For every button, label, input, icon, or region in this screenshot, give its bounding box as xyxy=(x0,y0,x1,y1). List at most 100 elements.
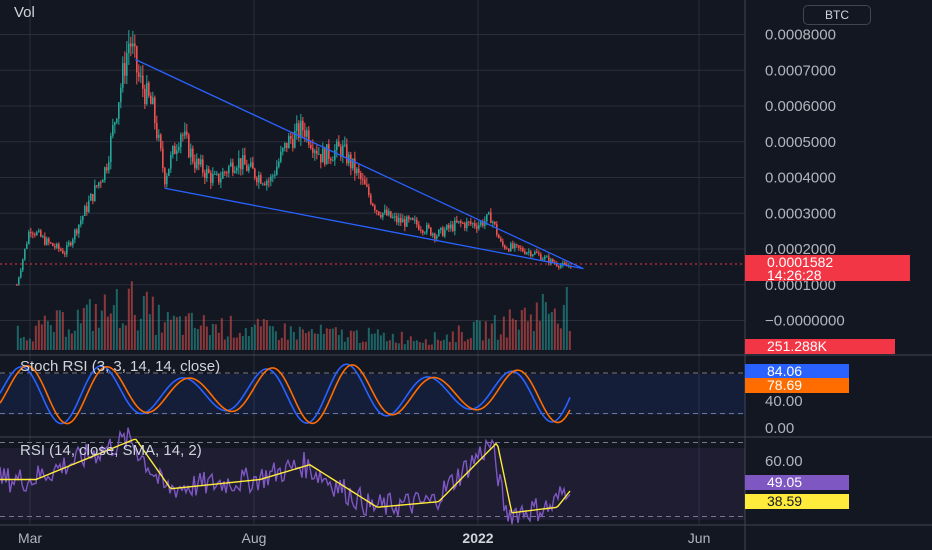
candle-body xyxy=(144,88,146,104)
candle-body xyxy=(46,238,48,245)
candle-body xyxy=(326,144,328,165)
candle-body xyxy=(110,135,112,162)
candle-body xyxy=(426,224,428,233)
candle-body xyxy=(102,180,104,183)
candle-body xyxy=(406,216,408,227)
candle-body xyxy=(42,236,44,238)
candle-body xyxy=(422,230,424,233)
candle-body xyxy=(484,221,486,226)
volume-bar xyxy=(250,327,253,350)
candle-body xyxy=(504,245,506,249)
volume-bar xyxy=(352,331,355,350)
candle-body xyxy=(356,168,358,174)
candle-body xyxy=(116,118,118,123)
candle-body xyxy=(334,150,336,161)
candle-body xyxy=(196,158,198,169)
candle-body xyxy=(40,230,42,237)
candle-body xyxy=(182,134,184,136)
candle-body xyxy=(564,262,566,265)
stoch-tick-label: 0.00 xyxy=(765,420,794,437)
candle-body xyxy=(512,243,514,249)
candle-body xyxy=(470,221,472,224)
volume-bar xyxy=(145,291,148,350)
volume-bar xyxy=(241,336,244,350)
volume-value-tag: 251.288K xyxy=(745,339,895,354)
candle-body xyxy=(76,229,78,234)
volume-bar xyxy=(355,330,358,350)
candle-body xyxy=(52,243,54,247)
volume-bar xyxy=(277,340,280,350)
candle-body xyxy=(550,259,552,264)
candle-body xyxy=(94,185,96,201)
candle-body xyxy=(462,223,464,225)
candle-body xyxy=(178,147,180,151)
volume-bar xyxy=(403,344,406,350)
candle-body xyxy=(414,219,416,221)
candle-body xyxy=(434,233,436,239)
candle-body xyxy=(544,256,546,260)
candle-body xyxy=(370,195,372,204)
candle-body xyxy=(228,166,230,174)
candle-body xyxy=(234,170,236,173)
last-price-value: 0.0001582 xyxy=(767,254,834,270)
volume-bar xyxy=(64,336,67,350)
stoch-band xyxy=(0,374,745,415)
stoch-k-line xyxy=(0,363,571,425)
volume-bar xyxy=(535,302,538,350)
candle-body xyxy=(310,144,312,148)
volume-bar xyxy=(175,317,178,350)
candle-body xyxy=(64,253,66,255)
volume-bar xyxy=(298,326,301,350)
volume-bar xyxy=(295,339,298,350)
candle-body xyxy=(528,251,530,253)
volume-bar xyxy=(376,329,379,350)
candle-body xyxy=(18,277,20,285)
volume-bar xyxy=(112,305,115,350)
volume-bar xyxy=(19,337,22,350)
volume-bar xyxy=(130,281,133,350)
volume-bar xyxy=(427,344,430,350)
candle-body xyxy=(558,266,560,268)
currency-button[interactable]: BTC xyxy=(803,5,871,25)
candle-body xyxy=(44,236,46,245)
volume-bar xyxy=(181,334,184,350)
candle-body xyxy=(480,221,482,226)
volume-bar xyxy=(505,337,508,350)
candle-body xyxy=(364,179,366,185)
candle-body xyxy=(294,130,296,148)
volume-bar xyxy=(151,296,154,350)
candle-body xyxy=(542,259,544,261)
volume-bar xyxy=(166,311,169,350)
volume-bar xyxy=(301,329,304,350)
volume-bar xyxy=(139,318,142,350)
stoch-d-line xyxy=(0,364,571,425)
candle-body xyxy=(230,162,232,167)
candle-body xyxy=(20,270,22,278)
volume-bar xyxy=(325,328,328,350)
candle-body xyxy=(212,174,214,183)
rsi-title[interactable]: RSI (14, close, SMA, 14, 2) xyxy=(20,442,202,459)
stoch-rsi-title[interactable]: Stoch RSI (3, 3, 14, 14, close) xyxy=(20,358,221,375)
candle-body xyxy=(220,178,222,183)
wedge-trendlines xyxy=(135,58,584,270)
candle-body xyxy=(240,158,242,170)
candle-body xyxy=(138,72,140,77)
candle-body xyxy=(520,247,522,249)
volume-bar xyxy=(37,320,40,350)
candle-body xyxy=(502,241,504,246)
time-tick-label: Jun xyxy=(688,530,711,546)
volume-bar xyxy=(106,316,109,350)
volume-bar xyxy=(136,330,139,350)
volume-bar xyxy=(526,321,529,350)
volume-bar xyxy=(253,324,256,350)
volume-label: Vol xyxy=(14,4,35,21)
volume-bar xyxy=(58,310,61,350)
volume-bar xyxy=(451,331,454,350)
time-tick-label: 2022 xyxy=(462,530,493,546)
volume-bar xyxy=(487,338,490,350)
candle-body xyxy=(388,211,390,216)
volume-bar xyxy=(28,338,31,350)
price-tick-label: 0.0005000 xyxy=(765,134,836,151)
